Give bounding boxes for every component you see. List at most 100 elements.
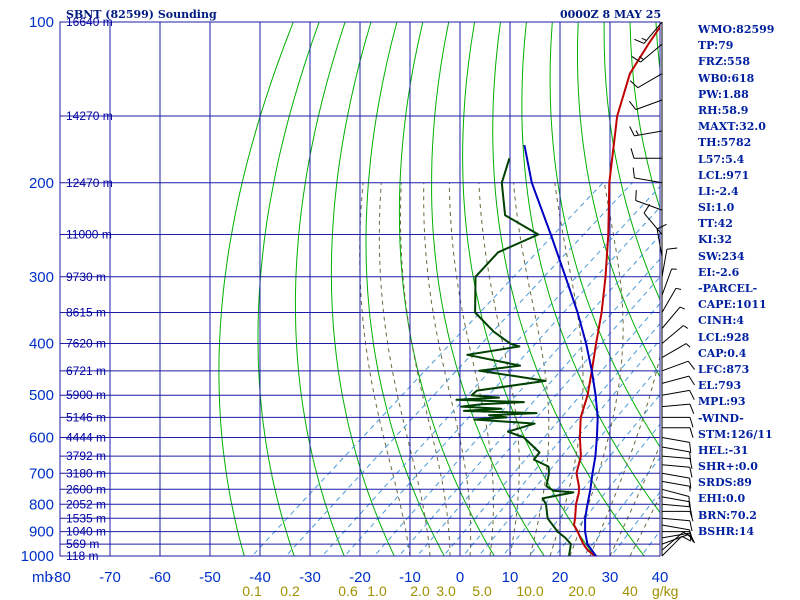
mixing-ratio-lines (251, 182, 660, 556)
wind-barb (661, 472, 692, 489)
pressure-unit-label: mb (32, 569, 53, 586)
wind-barb (629, 73, 663, 89)
index-entry: PW:1.88 (698, 87, 749, 101)
pressure-tick-label: 900 (29, 524, 54, 541)
wind-barb-line (661, 437, 692, 453)
wind-barb-line (661, 517, 693, 532)
dry-adiabats (218, 22, 660, 556)
mixing-ratio-line (442, 302, 660, 556)
index-entry: -PARCEL- (698, 282, 758, 295)
wind-barb (661, 325, 689, 344)
wind-barb (661, 268, 677, 296)
index-entry: EHI:0.0 (698, 492, 746, 506)
station-title: SBNT (82599) Sounding (66, 8, 217, 21)
index-entry: LCL:928 (698, 330, 750, 344)
index-entry: SW:234 (698, 249, 745, 263)
dry-adiabat-line (492, 22, 645, 556)
wind-barb-line (661, 325, 689, 344)
wind-barb-line (661, 375, 695, 386)
wind-barb (656, 223, 667, 257)
index-entry: FRZ:558 (698, 55, 751, 69)
height-label: 8615 m (66, 306, 106, 320)
index-entry: KI:32 (698, 233, 733, 247)
height-label: 5146 m (66, 410, 106, 424)
pressure-tick-label: 100 (29, 14, 54, 31)
index-entry: RH:58.9 (698, 103, 749, 117)
pressure-tick-label: 400 (29, 336, 54, 353)
wind-barb (661, 360, 695, 372)
wind-barb-line (662, 531, 694, 542)
wind-barb (632, 167, 663, 184)
wind-barb-line (661, 446, 692, 463)
wind-barb (661, 446, 692, 463)
wind-barb-line (629, 73, 663, 89)
wind-barb-line (661, 464, 693, 478)
wind-barb-line (661, 247, 678, 277)
mixing-ratio-label: 1.0 (367, 583, 387, 599)
index-entry: L57:5.4 (698, 152, 745, 166)
parcel-path (523, 144, 599, 556)
wind-barb (629, 99, 663, 111)
mixing-ratio-line (462, 322, 660, 556)
index-entry: WB0:618 (698, 71, 755, 85)
mixing-ratio-label: 20.0 (568, 583, 595, 599)
index-entry: MPL:93 (698, 395, 746, 409)
moist-adiabat-line (423, 182, 472, 556)
wind-barb-line (661, 524, 692, 541)
wind-barb-line (661, 403, 695, 414)
wind-barb-line (661, 268, 677, 296)
height-label: 9730 m (66, 270, 106, 284)
wind-barb (661, 306, 685, 329)
height-label: 3180 m (66, 466, 106, 480)
wind-barb-line (661, 472, 692, 489)
temperature-tick-label: -20 (349, 569, 371, 586)
dry-adiabat-line (398, 22, 495, 556)
sounding-datetime: 0000Z 8 MAY 25 (560, 8, 662, 21)
dry-adiabat-line (603, 22, 660, 301)
wind-barb (661, 517, 693, 532)
temperature-tick-label: -60 (149, 569, 171, 586)
temperature-tick-label: -70 (99, 569, 121, 586)
wind-barb-line (632, 167, 663, 184)
index-entry: SRDS:89 (698, 476, 752, 490)
dry-adiabat-line (330, 22, 395, 556)
height-label: 12470 m (66, 176, 113, 190)
index-entry: TH:5782 (698, 136, 752, 150)
wind-barb (629, 126, 663, 137)
index-entry: MAXT:32.0 (698, 120, 766, 134)
height-label: 14270 m (66, 109, 113, 123)
wind-barb-line (629, 126, 663, 137)
pressure-tick-label: 1000 (21, 548, 54, 565)
index-entry: SI:1.0 (698, 201, 735, 215)
dry-adiabat-line (365, 22, 445, 556)
dewpoint-profile (455, 158, 575, 556)
wind-barb (661, 437, 692, 453)
wind-barbs (629, 21, 695, 557)
pressure-tick-label: 300 (29, 269, 54, 286)
wind-barb-line (661, 488, 690, 508)
mixing-ratio-label: 5.0 (472, 583, 492, 599)
mixing-ratio-unit-label: g/kg (652, 583, 678, 599)
wind-barb (661, 480, 691, 492)
wind-barb-line (634, 21, 663, 44)
height-label: 7620 m (66, 337, 106, 351)
mixing-ratio-line (416, 276, 660, 556)
temperature-tick-label: -50 (199, 569, 221, 586)
wind-barb (661, 464, 693, 478)
pressure-tick-label: 600 (29, 430, 54, 447)
grid-lines (59, 21, 661, 557)
index-entry: TP:79 (698, 39, 734, 53)
wind-barb (661, 287, 682, 313)
wind-barb-line (661, 343, 691, 359)
temperature-tick-label: 0 (456, 569, 464, 586)
wind-barb-line (661, 306, 685, 329)
wind-barb (661, 524, 692, 541)
index-entry: WMO:82599 (698, 23, 775, 36)
temperature-tick-label: -40 (249, 569, 271, 586)
wind-barb-line (661, 389, 695, 400)
mixing-ratio-label: 10.0 (516, 583, 543, 599)
height-label: 3792 m (66, 449, 106, 463)
height-label: 2052 m (66, 497, 106, 511)
height-label: 6721 m (66, 364, 106, 378)
